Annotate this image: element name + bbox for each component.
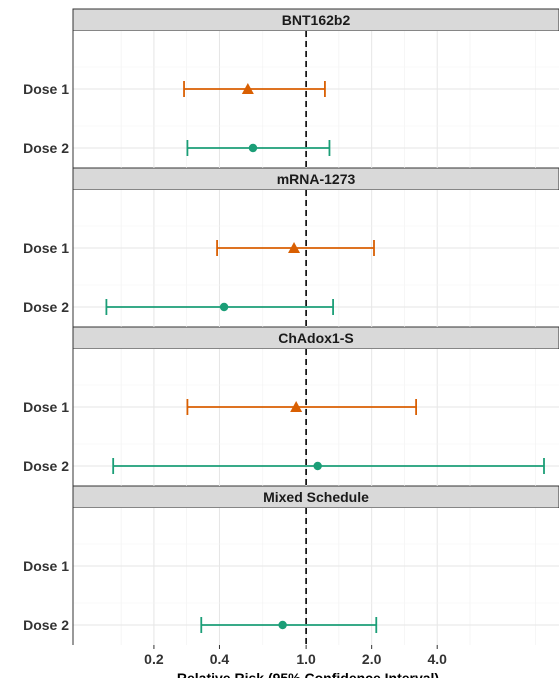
axis-text: BNT162b2 Dose 1 Dose 2 mRNA-1273 Dose 1 Dose …	[23, 12, 447, 667]
row-label: Dose 2	[23, 458, 69, 474]
point-estimate-triangle	[288, 242, 301, 253]
point-estimate-circle	[278, 620, 287, 630]
x-tick-label: 1.0	[296, 651, 316, 667]
row-label: Dose 1	[23, 399, 69, 415]
point-estimate-circle	[248, 143, 258, 153]
panel-backgrounds	[72, 8, 559, 645]
x-axis-title: Relative Risk (95% Confidence Interval)	[177, 670, 439, 678]
point-estimate-circle	[219, 302, 229, 312]
row-label: Dose 2	[23, 617, 69, 633]
x-tick-label: 0.4	[210, 651, 230, 667]
row-label: Dose 1	[23, 240, 69, 256]
estimate-marks	[105, 81, 545, 633]
panel-title: BNT162b2	[282, 12, 351, 28]
row-label: Dose 2	[23, 299, 69, 315]
point-estimate-triangle	[241, 83, 254, 94]
panel-title: ChAdox1-S	[278, 330, 353, 346]
panel-title: mRNA-1273	[277, 171, 356, 187]
row-label: Dose 1	[23, 81, 69, 97]
x-tick-label: 0.2	[144, 651, 164, 667]
point-estimate-circle	[313, 461, 322, 471]
row-label: Dose 1	[23, 558, 69, 574]
panel-title: Mixed Schedule	[263, 489, 369, 505]
x-tick-label: 4.0	[427, 651, 447, 667]
row-label: Dose 2	[23, 140, 69, 156]
point-estimate-triangle	[290, 401, 303, 412]
x-tick-label: 2.0	[362, 651, 382, 667]
